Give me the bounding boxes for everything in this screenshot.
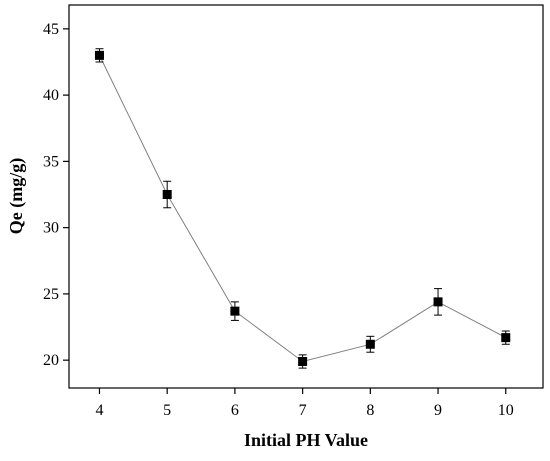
x-axis-title: Initial PH Value [244, 430, 368, 450]
y-tick-label: 45 [43, 21, 59, 38]
error-bars [95, 48, 510, 369]
y-tick-label: 40 [43, 87, 59, 104]
x-tick-label: 6 [231, 402, 239, 419]
data-point [433, 297, 443, 307]
y-axis-ticks: 20 25 30 35 40 45 [43, 21, 69, 369]
y-axis-title: Qe (mg/g) [6, 158, 27, 234]
x-tick-label: 7 [299, 402, 307, 419]
data-point [94, 50, 104, 60]
y-tick-label: 25 [43, 286, 59, 303]
series-line [99, 55, 507, 363]
x-tick-label: 8 [366, 402, 374, 419]
y-tick-label: 20 [43, 352, 59, 369]
x-tick-label: 5 [163, 402, 171, 419]
plot-frame [68, 4, 544, 389]
x-tick-label: 10 [498, 402, 514, 419]
y-tick-label: 35 [43, 153, 59, 170]
y-tick-label: 30 [43, 220, 59, 237]
data-point [501, 333, 511, 343]
x-axis-ticks: 4 5 6 7 8 9 10 [95, 388, 514, 419]
data-points [94, 50, 511, 366]
data-point [298, 356, 308, 366]
data-point [162, 190, 172, 200]
x-tick-label: 4 [95, 402, 103, 419]
data-point [230, 306, 240, 316]
data-point [365, 339, 375, 349]
x-tick-label: 9 [434, 402, 442, 419]
